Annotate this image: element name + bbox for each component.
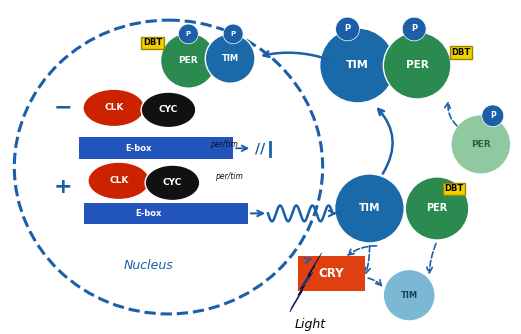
Ellipse shape (145, 165, 200, 201)
FancyBboxPatch shape (79, 138, 233, 159)
Text: per/tim: per/tim (215, 172, 243, 181)
Text: P: P (231, 31, 235, 37)
Text: E-box: E-box (135, 209, 162, 218)
Text: +: + (54, 177, 72, 197)
Text: DBT: DBT (143, 38, 162, 47)
Text: P: P (186, 31, 191, 37)
Circle shape (336, 17, 359, 41)
Text: TIM: TIM (401, 291, 418, 300)
Text: Light: Light (294, 318, 325, 331)
Text: P: P (411, 24, 417, 33)
Circle shape (451, 115, 511, 174)
Circle shape (405, 177, 469, 240)
Text: PER: PER (406, 60, 429, 70)
Circle shape (383, 32, 451, 99)
Polygon shape (290, 253, 321, 312)
Text: P: P (490, 111, 495, 120)
Ellipse shape (88, 162, 150, 200)
Circle shape (402, 17, 426, 41)
Text: Nucleus: Nucleus (123, 259, 173, 272)
Text: CYC: CYC (159, 105, 178, 114)
Circle shape (320, 28, 395, 103)
Text: DBT: DBT (451, 48, 470, 57)
FancyBboxPatch shape (84, 202, 248, 224)
Ellipse shape (141, 92, 196, 128)
Circle shape (383, 270, 435, 321)
Circle shape (334, 174, 404, 243)
Text: TIM: TIM (346, 60, 369, 70)
Ellipse shape (83, 89, 145, 127)
Text: PER: PER (426, 203, 448, 213)
Text: CLK: CLK (109, 176, 129, 185)
Text: E-box: E-box (126, 144, 152, 153)
Text: TIM: TIM (358, 203, 380, 213)
Circle shape (205, 34, 255, 83)
Text: PER: PER (179, 56, 198, 65)
Text: PER: PER (471, 140, 491, 149)
Circle shape (482, 105, 504, 127)
Text: P: P (344, 24, 351, 33)
Circle shape (223, 24, 243, 44)
Text: //: // (255, 141, 265, 155)
Circle shape (178, 24, 199, 44)
Circle shape (160, 33, 216, 88)
Text: CYC: CYC (163, 178, 182, 187)
Text: CLK: CLK (104, 104, 123, 112)
Text: TIM: TIM (221, 54, 239, 63)
FancyBboxPatch shape (298, 256, 365, 291)
Text: per/tim: per/tim (210, 140, 238, 149)
Text: CRY: CRY (319, 267, 344, 280)
Text: −: − (54, 98, 72, 118)
Text: DBT: DBT (444, 184, 464, 193)
